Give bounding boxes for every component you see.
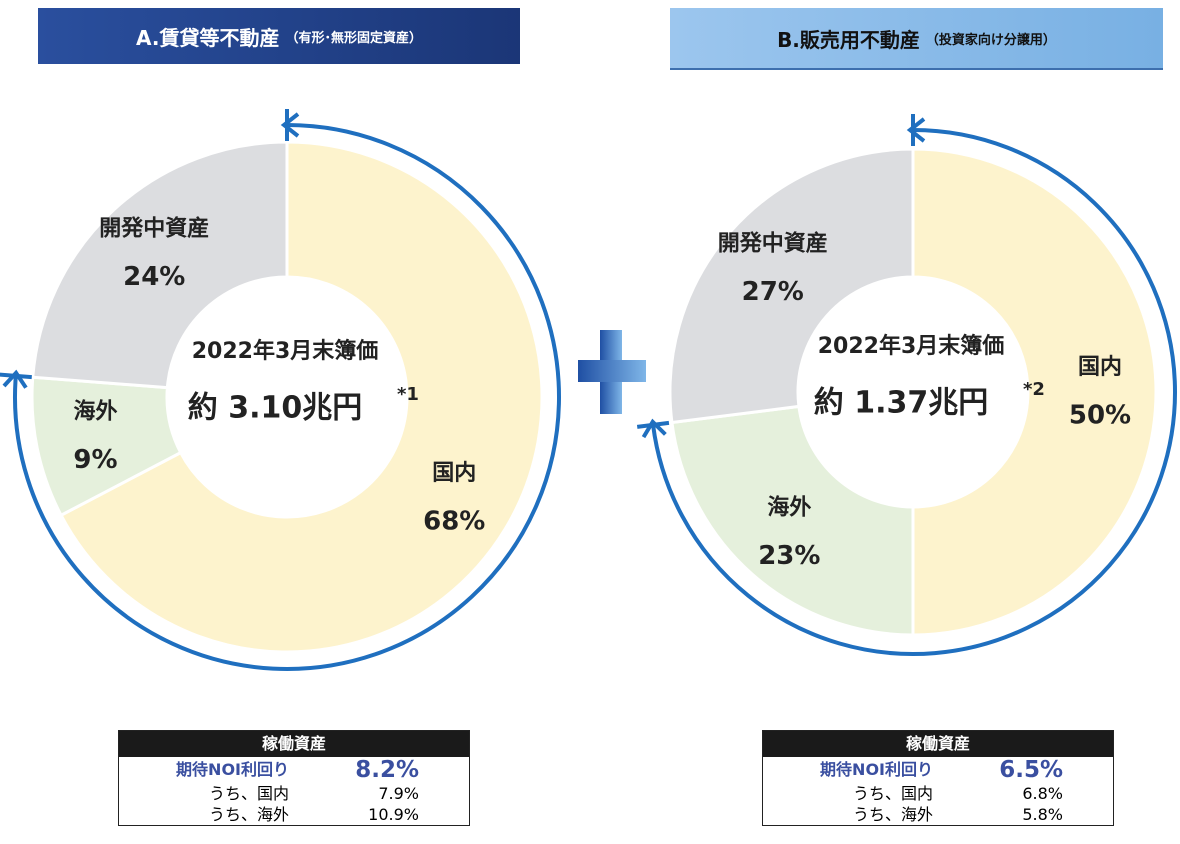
arc [13, 123, 561, 671]
slice-label: 国内 [432, 461, 476, 486]
cell-value: 6.5% [999, 757, 1063, 783]
arrow-head [641, 418, 667, 439]
plus [578, 330, 646, 414]
arrow-head [906, 117, 926, 143]
arrow-head [280, 112, 300, 138]
slice-value-label: 9% [73, 445, 117, 475]
title: B.販売用不動産 [777, 27, 920, 52]
slice [670, 404, 915, 637]
cell-value: 7.9% [378, 784, 419, 803]
cell-label: うち、国内 [208, 784, 289, 803]
total-label: 約 3.10兆円 [188, 391, 362, 426]
slice-value-label: 24% [123, 262, 185, 292]
table-row: うち、海外 5.8% [763, 804, 1113, 825]
table-row: うち、国内 7.9% [119, 783, 469, 804]
arc [651, 128, 1177, 656]
slice-value-label: 27% [742, 277, 804, 307]
arrow-arc [636, 114, 1177, 656]
cell-label: うち、海外 [852, 805, 933, 824]
center-label: 2022年3月末簿価 [192, 338, 379, 364]
table-header: 稼働資産 [119, 731, 469, 757]
footnote: *2 [1023, 379, 1045, 400]
cell-value: 8.2% [355, 757, 419, 783]
table-row: 期待NOI利回り 6.5% [763, 757, 1113, 783]
slice-label: 開発中資産 [718, 230, 828, 256]
slice [668, 147, 915, 425]
slice [31, 140, 289, 390]
table-header: 稼働資産 [763, 731, 1113, 757]
slice [59, 140, 544, 654]
slice-label: 海外 [73, 398, 117, 424]
table-b: 稼働資産期待NOI利回り 6.5% うち、国内 6.8% うち、海外 5.8% [762, 730, 1114, 826]
center-label: 2022年3月末簿価 [818, 333, 1005, 359]
cell-value: 5.8% [1022, 805, 1063, 824]
table-row: うち、国内 6.8% [763, 783, 1113, 804]
title: A.賃貸等不動産 [136, 25, 280, 50]
slice-value-label: 68% [423, 507, 485, 537]
slice-value-label: 23% [758, 541, 820, 571]
subtitle: （有形･無形固定資産） [285, 30, 422, 46]
footnote: *1 [397, 384, 419, 405]
slice-value-label: 50% [1069, 401, 1131, 431]
table-row: 期待NOI利回り 8.2% [119, 757, 469, 783]
header-a: A.賃貸等不動産 （有形･無形固定資産） [38, 8, 520, 64]
slice-label: 国内 [1078, 355, 1122, 380]
subtitle: （投資家向け分譲用） [925, 32, 1056, 48]
cell-label: うち、海外 [208, 805, 289, 824]
cell-value: 10.9% [368, 805, 419, 824]
cell-label: 期待NOI利回り [176, 760, 289, 779]
cell-value: 6.8% [1022, 784, 1063, 803]
table-row: うち、海外 10.9% [119, 804, 469, 825]
cell-label: うち、国内 [852, 784, 933, 803]
arrow-arc [0, 109, 561, 671]
total-label: 約 1.37兆円 [814, 386, 988, 421]
table-a: 稼働資産期待NOI利回り 8.2% うち、国内 7.9% うち、海外 10.9% [118, 730, 470, 826]
arrow-head [2, 369, 28, 389]
header-b: B.販売用不動産 （投資家向け分譲用） [670, 8, 1163, 70]
cell-label: 期待NOI利回り [820, 760, 933, 779]
slice [911, 147, 1158, 637]
slice-label: 海外 [767, 494, 811, 520]
slice-label: 開発中資産 [99, 215, 209, 241]
